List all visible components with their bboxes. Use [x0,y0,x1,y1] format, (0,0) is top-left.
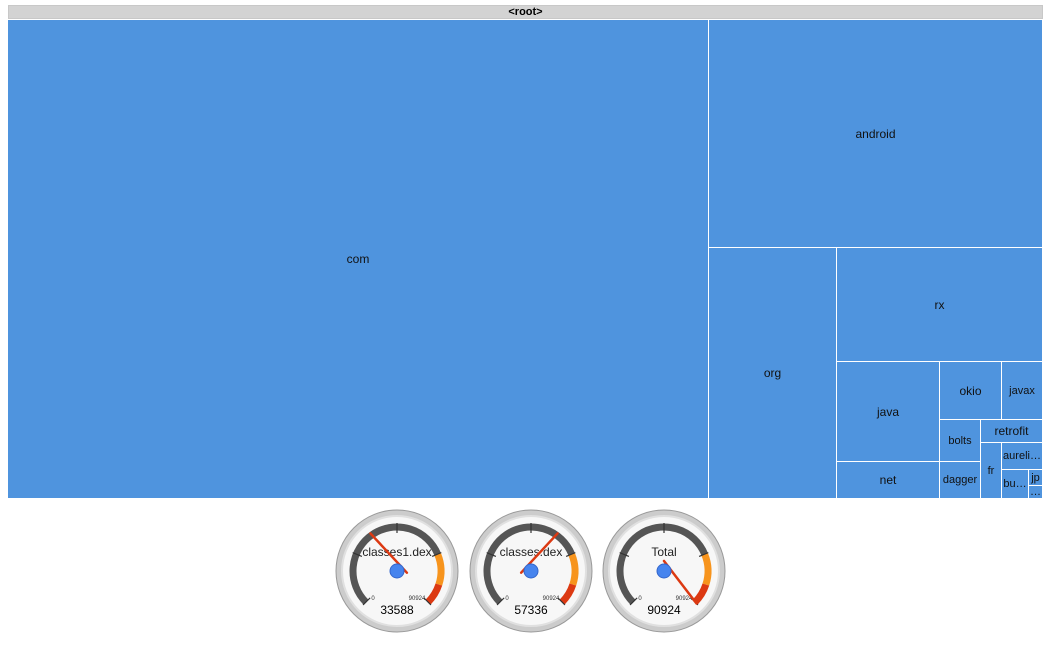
gauge-value: 57336 [514,603,548,617]
gauge-label: classes.dex [500,545,563,559]
treemap-cell-label: com [346,252,370,266]
treemap-cell-label: rx [934,297,945,312]
gauge-max-label: 90924 [676,596,693,602]
treemap-cell-9[interactable]: bolts [940,420,981,462]
treemap-cell-6[interactable]: okio [940,362,1002,420]
treemap-cell-label: retrofit [994,424,1029,438]
treemap-cell-2[interactable]: android [709,20,1043,248]
gauge-base-band [616,523,708,605]
treemap-cell-label: aureli… [1003,450,1041,462]
treemap-cell-11[interactable]: dagger [940,462,981,499]
gauge-tick [629,597,638,606]
treemap-cell-label: okio [959,383,982,398]
gauge-max-label: 90924 [543,596,560,602]
treemap-cell-4[interactable]: rx [837,248,1043,362]
treemap-cell-label: java [876,404,899,419]
gauge-max-label: 90924 [409,596,426,602]
gauge-tick [557,597,566,606]
gauge-yellow-band [701,552,712,586]
treemap-cell-label: dagger [942,474,978,486]
gauge-tick [486,552,497,558]
gauge-tick [619,552,630,558]
gauge-label: Total [651,545,676,559]
gauge-min-label: 0 [371,596,375,602]
treemap-cell-1[interactable]: com [8,20,709,499]
gauge-base-band [483,523,575,605]
treemap-cell-12[interactable]: fr [981,443,1002,499]
treemap-cell-label: bolts [948,434,972,447]
gauge-tick [431,552,442,558]
treemap-cell-label: fr [987,464,995,477]
gauge-value: 33588 [380,603,414,617]
treemap-cell-label: android [855,126,896,141]
treemap-cell-label: bu… [1003,478,1027,490]
gauge-yellow-band [434,552,445,586]
gauge-hub [523,563,539,579]
gauge-tick [352,552,363,558]
treemap-cell-14[interactable]: bu… [1002,470,1029,499]
treemap: com android org rx java okio javax net bolts retr… [8,20,1043,499]
gauge-panel: classes1.dex 0 90924 33588 classes.dex 0 90924… [0,505,1051,640]
gauge-hub [389,563,405,579]
gauge-tick [698,552,709,558]
gauge-hub [656,563,672,579]
gauge-tick [565,552,576,558]
treemap-cell-16[interactable]: … [1029,486,1043,499]
treemap-root-header[interactable]: <root> [8,5,1043,19]
gauge-min-label: 0 [638,596,642,602]
gauge-tick [362,597,371,606]
treemap-cell-3[interactable]: org [709,248,837,499]
treemap-cell-label: net [879,473,897,487]
treemap-cell-label: javax [1009,384,1035,397]
gauge-tick [496,597,505,606]
gauge-label: classes1.dex [362,545,431,559]
treemap-cell-8[interactable]: net [837,462,940,499]
treemap-cell-7[interactable]: javax [1002,362,1043,420]
treemap-cell-10[interactable]: retrofit [981,420,1043,443]
gauge-yellow-band [568,552,579,586]
treemap-cell-5[interactable]: java [837,362,940,462]
gauge-tick [423,597,432,606]
gauge-value: 90924 [647,603,681,617]
treemap-cell-label: … [1030,486,1041,498]
gauge-min-label: 0 [505,596,509,602]
treemap-cell-label: jp [1031,471,1040,484]
treemap-cell-13[interactable]: aureli… [1002,443,1043,470]
treemap-cell-label: org [763,366,782,380]
treemap-cell-15[interactable]: jp [1029,470,1043,486]
